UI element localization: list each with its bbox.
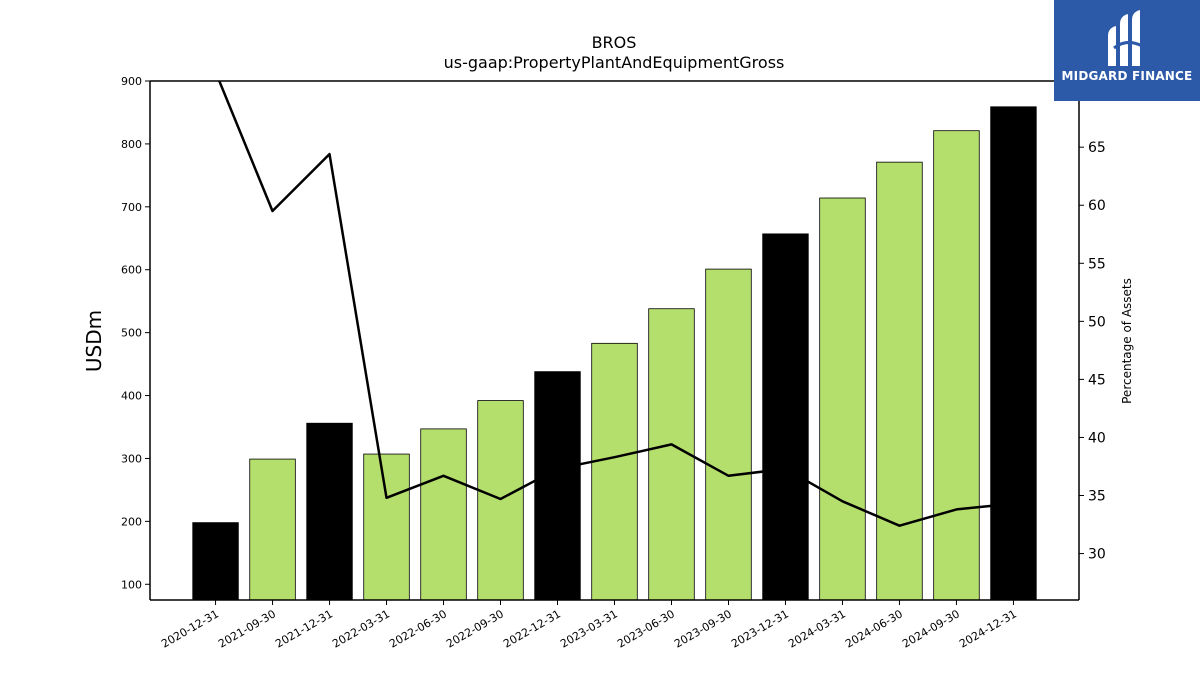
x-tick-label: 2021-09-30 [216,607,278,650]
bar-2024-12-31 [990,106,1037,601]
y-tick-label: 500 [121,327,142,340]
y2-tick-label: 60 [1088,198,1106,214]
bar-2024-06-30 [876,161,923,601]
bar-group [192,106,1037,601]
y-tick-label: 800 [121,138,142,151]
bar-2024-09-30 [933,130,980,601]
y-tick-label: 400 [121,390,142,403]
x-tick-label: 2022-03-31 [330,607,392,650]
x-tick-label: 2023-09-30 [672,607,734,650]
y2-tick-label: 40 [1088,430,1106,446]
y-tick-label: 200 [121,515,142,528]
x-tick-label: 2022-09-30 [444,607,506,650]
y2-tick-label: 30 [1088,547,1106,563]
x-tick-label: 2022-06-30 [387,607,449,650]
y-axis-label: USDm [82,310,106,372]
x-tick-label: 2024-12-31 [957,607,1019,650]
bar-2022-06-30 [420,428,467,601]
line-group [217,81,1014,527]
logo-text: MIDGARD FINANCE [1061,69,1193,83]
bar-2023-12-31 [762,233,809,601]
y2-tick-label: 55 [1088,256,1106,272]
logo-mark-icon [1108,10,1143,66]
bar-2022-09-30 [477,400,524,601]
bar-2023-03-31 [591,342,638,601]
bar-2023-06-30 [648,308,695,601]
y2-tick-label: 65 [1088,140,1106,156]
bar-2020-12-31 [192,522,239,601]
chart-title: BROS [592,33,637,52]
x-tick-label: 2024-03-31 [786,607,848,650]
x-tick-label: 2021-12-31 [273,607,335,650]
x-tick-label: 2023-12-31 [729,607,791,650]
y-tick-label: 600 [121,264,142,277]
chart-subtitle: us-gaap:PropertyPlantAndEquipmentGross [444,53,785,72]
bar-2022-03-31 [363,453,410,601]
bar-2021-09-30 [249,458,296,601]
y2-axis-label: Percentage of Assets [1120,278,1134,404]
bar-2022-12-31 [534,371,581,601]
x-tick-label: 2020-12-31 [159,607,221,650]
y-tick-label: 300 [121,452,142,465]
percentage-line [217,81,1014,527]
x-tick-label: 2024-06-30 [843,607,905,650]
bar-2023-09-30 [705,268,752,601]
x-tick-label: 2023-06-30 [615,607,677,650]
y2-tick-label: 35 [1088,489,1106,505]
brand-logo: MIDGARD FINANCE [1054,0,1200,101]
y-tick-label: 100 [121,578,142,591]
bar-2024-03-31 [819,197,866,601]
y-tick-label: 900 [121,75,142,88]
y2-tick-label: 50 [1088,314,1106,330]
x-tick-label: 2024-09-30 [900,607,962,650]
y-tick-label: 700 [121,201,142,214]
y2-tick-label: 45 [1088,372,1106,388]
x-tick-label: 2023-03-31 [558,607,620,650]
bar-2021-12-31 [306,422,353,601]
x-tick-label: 2022-12-31 [501,607,563,650]
